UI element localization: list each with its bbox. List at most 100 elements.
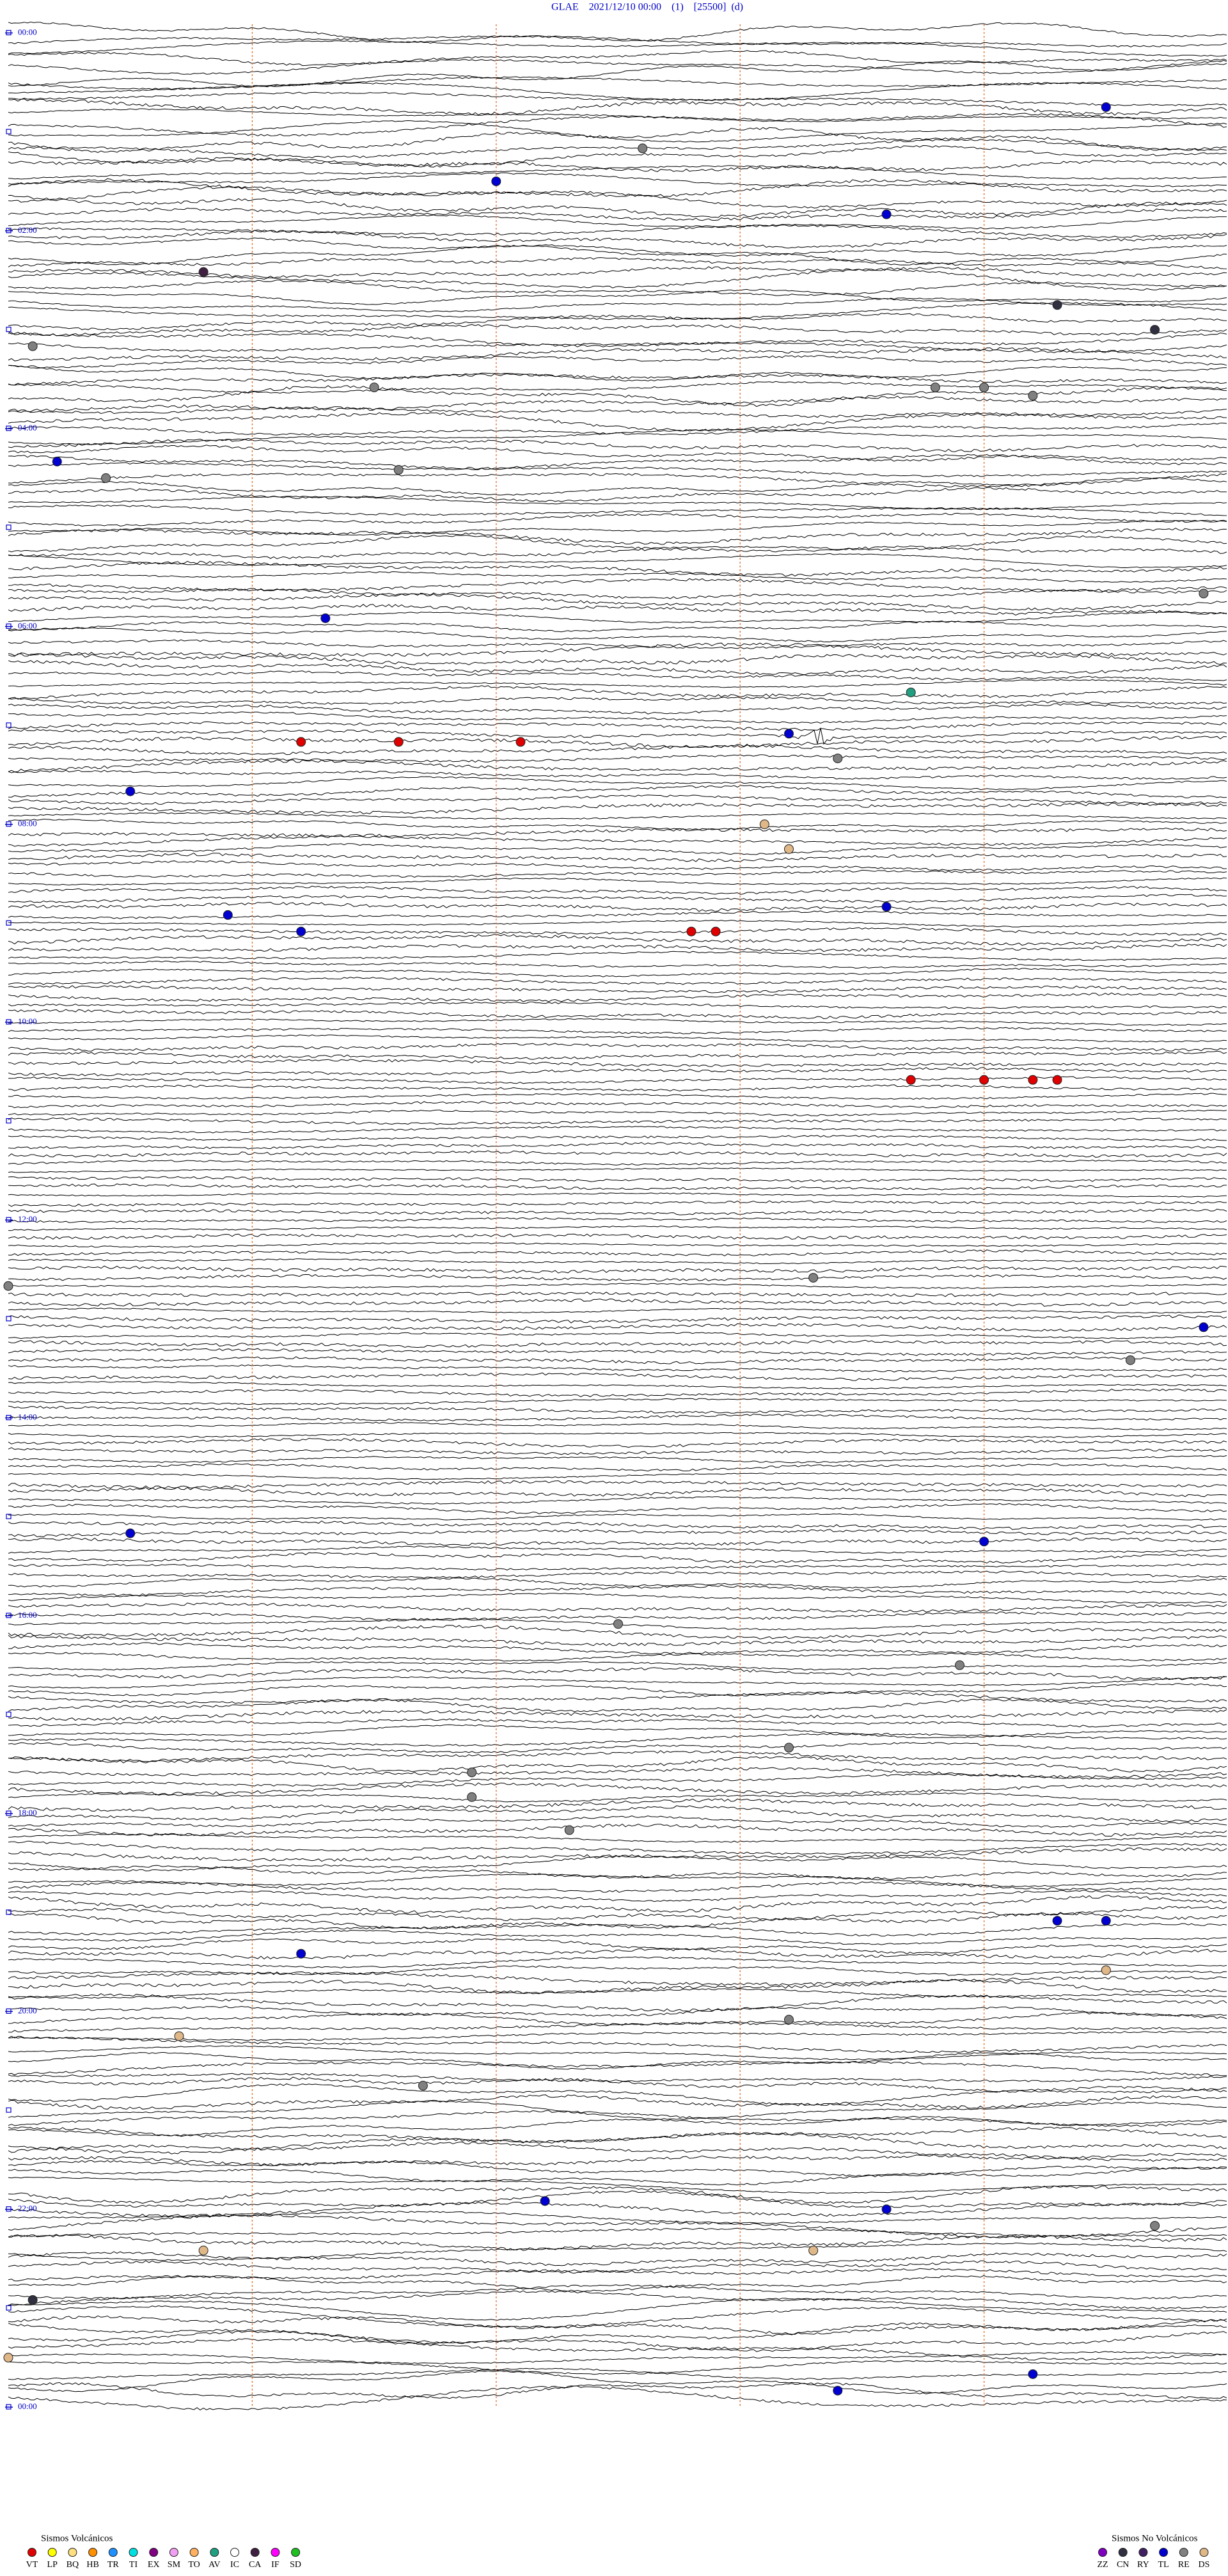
legend-code: TR [107, 2560, 120, 2570]
event-marker [540, 2196, 550, 2206]
trace [8, 365, 1227, 382]
trace [8, 1142, 1227, 1150]
trace [8, 802, 1227, 814]
trace [8, 785, 1227, 798]
hour-marker [6, 1909, 12, 1915]
trace [8, 108, 1227, 123]
event-marker [1028, 2369, 1038, 2379]
legend-code: TI [129, 2560, 138, 2570]
trace [8, 412, 1227, 432]
event-marker [198, 2245, 209, 2256]
trace [8, 120, 1227, 143]
event-marker [1052, 300, 1062, 310]
trace [8, 1855, 1227, 1872]
event-marker [833, 2385, 843, 2396]
hour-marker [6, 1711, 12, 1718]
trace [8, 2115, 1227, 2137]
trace [8, 2176, 1227, 2194]
trace [8, 1421, 1227, 1431]
trace [8, 2094, 1227, 2110]
trace [8, 1782, 1227, 1796]
trace [8, 214, 1227, 230]
trace [8, 1135, 1227, 1141]
trace [8, 653, 1227, 665]
legend-code: RY [1137, 2560, 1149, 2570]
trace [8, 1027, 1227, 1034]
trace [8, 571, 1227, 583]
trace [8, 860, 1227, 872]
trace [8, 2338, 1227, 2361]
trace [8, 660, 1227, 676]
trace [8, 1979, 1227, 1995]
trace [8, 1034, 1227, 1043]
trace [8, 1018, 1227, 1026]
trace [8, 2021, 1227, 2033]
trace [8, 1773, 1227, 1787]
event-marker [418, 2080, 428, 2090]
trace [8, 843, 1227, 855]
event-marker [223, 910, 233, 920]
trace [8, 422, 1227, 436]
trace [8, 1691, 1227, 1704]
trace [8, 280, 1227, 296]
trace [8, 927, 1227, 936]
trace [8, 992, 1227, 1002]
trace [8, 1405, 1227, 1414]
event-marker [320, 613, 331, 623]
trace [8, 2005, 1227, 2017]
trace [8, 385, 1227, 407]
trace [8, 1840, 1227, 1855]
event-marker [711, 926, 721, 936]
trace [8, 1126, 1227, 1134]
trace [8, 1971, 1227, 1986]
trace [8, 1315, 1227, 1324]
hour-label: 12:00 [18, 1214, 37, 1224]
trace [8, 985, 1227, 993]
trace [8, 612, 1227, 624]
trace [8, 1929, 1227, 1945]
trace [8, 1709, 1227, 1721]
trace [8, 288, 1227, 305]
event-marker [296, 737, 306, 747]
trace [8, 512, 1227, 527]
event-marker [638, 143, 648, 154]
trace [8, 165, 1227, 180]
trace [8, 1084, 1227, 1092]
trace [8, 99, 1227, 116]
trace [8, 1050, 1227, 1060]
legend-code: EX [148, 2560, 160, 2570]
trace [8, 1208, 1227, 1215]
trace [8, 1414, 1227, 1422]
event-marker [467, 1792, 477, 1802]
trace [8, 355, 1227, 368]
trace [8, 1109, 1227, 1117]
trace [8, 2160, 1227, 2177]
trace [8, 2012, 1227, 2026]
trace [8, 696, 1227, 705]
event-marker [1028, 1075, 1038, 1085]
trace [8, 2076, 1227, 2092]
trace [8, 1308, 1227, 1314]
trace [8, 1865, 1227, 1880]
trace [8, 186, 1227, 209]
trace [8, 2190, 1227, 2208]
trace [8, 2234, 1227, 2251]
trace [8, 1847, 1227, 1862]
trace [8, 2251, 1227, 2266]
trace [8, 438, 1227, 452]
trace [8, 1634, 1227, 1647]
trace [8, 1552, 1227, 1564]
event-marker [979, 383, 989, 393]
legend-code: AV [209, 2560, 220, 2570]
trace [8, 721, 1227, 731]
event-marker [1101, 1965, 1111, 1975]
event-marker [125, 786, 136, 796]
legend-code: CN [1117, 2560, 1129, 2570]
event-marker [296, 926, 306, 936]
trace [8, 194, 1227, 218]
legend-swatch [1138, 2548, 1148, 2557]
trace [8, 1292, 1227, 1297]
trace [8, 901, 1227, 912]
trace [8, 2045, 1227, 2060]
event-marker [1028, 391, 1038, 401]
